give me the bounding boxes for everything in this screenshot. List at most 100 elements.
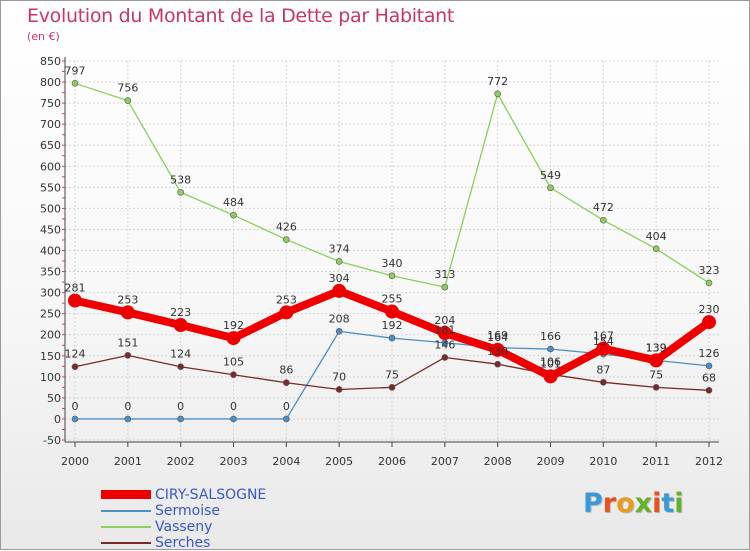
data-point (283, 379, 290, 387)
data-label: 139 (646, 341, 667, 354)
y-tick-label: 50 (47, 392, 61, 405)
data-label: 105 (223, 356, 244, 369)
data-point (385, 304, 399, 319)
data-point (332, 283, 347, 298)
data-label: 281 (65, 282, 86, 295)
data-label: 192 (382, 319, 403, 332)
data-label: 472 (593, 201, 614, 214)
data-point (494, 90, 501, 98)
x-tick-label: 2004 (272, 455, 300, 468)
data-point (490, 342, 505, 357)
data-point (279, 305, 294, 320)
logo-letter: r (602, 488, 617, 519)
y-tick-label: 0 (54, 413, 61, 426)
data-label: 538 (170, 173, 191, 186)
data-point (388, 384, 396, 391)
y-tick-label: 600 (40, 160, 61, 173)
data-point (226, 331, 241, 346)
data-point (705, 279, 713, 287)
data-label: 166 (540, 330, 561, 343)
data-label: 0 (283, 400, 290, 413)
data-label: 126 (699, 347, 720, 360)
data-point (437, 326, 452, 341)
proxiti-logo: Proxiti (583, 488, 684, 519)
data-label: 139 (646, 341, 667, 354)
data-point (705, 387, 713, 394)
data-label: 253 (117, 293, 138, 306)
y-tick-label: 500 (40, 202, 61, 215)
data-point (705, 362, 713, 370)
legend-swatch (101, 542, 151, 544)
chart-title: Evolution du Montant de la Dette par Hab… (27, 5, 455, 27)
data-point (283, 415, 290, 423)
x-tick-label: 2011 (642, 455, 670, 468)
y-tick-label: 300 (40, 287, 61, 300)
data-label: 797 (65, 64, 86, 77)
data-point (71, 80, 79, 87)
y-tick-label: 350 (40, 266, 61, 279)
data-label: 549 (540, 169, 561, 182)
data-label: 146 (434, 338, 455, 351)
data-point (652, 384, 660, 391)
y-tick-label: 400 (40, 245, 61, 258)
y-tick-label: 150 (40, 350, 61, 363)
legend-label: Serches (155, 535, 211, 551)
legend-label: Sermoise (155, 503, 221, 519)
data-point (177, 189, 184, 196)
data-label: 154 (593, 335, 614, 348)
data-label: 124 (65, 348, 86, 361)
x-tick-label: 2010 (589, 455, 617, 468)
data-label: 164 (487, 331, 508, 344)
data-point (124, 352, 132, 359)
data-point (547, 184, 554, 192)
data-label: 255 (382, 293, 403, 306)
data-point (543, 369, 558, 384)
logo-letter: i (652, 488, 662, 519)
data-point (649, 353, 664, 368)
x-tick-label: 2000 (61, 455, 89, 468)
data-point (494, 360, 501, 368)
data-point (230, 211, 237, 219)
legend-swatch (101, 526, 151, 528)
y-tick-label: -50 (43, 434, 61, 447)
x-tick-label: 2003 (220, 455, 248, 468)
y-tick-label: 800 (40, 76, 61, 89)
data-point (388, 272, 396, 280)
data-label: 0 (177, 400, 184, 413)
data-point (702, 315, 716, 330)
y-tick-label: 700 (40, 118, 61, 131)
data-label: 70 (332, 370, 346, 383)
unit-label: (en €) (27, 30, 60, 43)
data-point (441, 283, 449, 291)
data-label: 756 (117, 82, 138, 95)
logo-letter: i (674, 488, 684, 519)
data-point (283, 236, 290, 243)
data-label: 101 (540, 357, 561, 370)
data-label: 151 (117, 336, 138, 349)
data-label: 124 (170, 348, 191, 361)
data-point (652, 245, 660, 253)
x-tick-label: 2009 (537, 455, 565, 468)
data-point (335, 258, 343, 265)
legend-label: Vasseny (155, 519, 213, 535)
data-point (335, 386, 343, 393)
data-label: 167 (593, 330, 614, 343)
x-tick-label: 2008 (484, 455, 512, 468)
data-label: 130 (487, 345, 508, 358)
y-tick-label: 100 (40, 371, 61, 384)
data-point (173, 318, 188, 333)
data-point (600, 216, 607, 224)
data-point (600, 379, 607, 386)
data-label: 484 (223, 196, 244, 209)
x-tick-label: 2006 (378, 455, 406, 468)
logo-letter: x (634, 488, 653, 519)
x-tick-label: 2001 (114, 455, 142, 468)
data-point (68, 293, 82, 308)
data-label: 230 (699, 303, 720, 316)
data-label: 86 (279, 364, 293, 377)
data-point (177, 415, 184, 423)
data-point (547, 345, 554, 353)
data-label: 0 (72, 400, 79, 413)
data-point (230, 415, 237, 423)
legend-swatch (101, 490, 151, 499)
